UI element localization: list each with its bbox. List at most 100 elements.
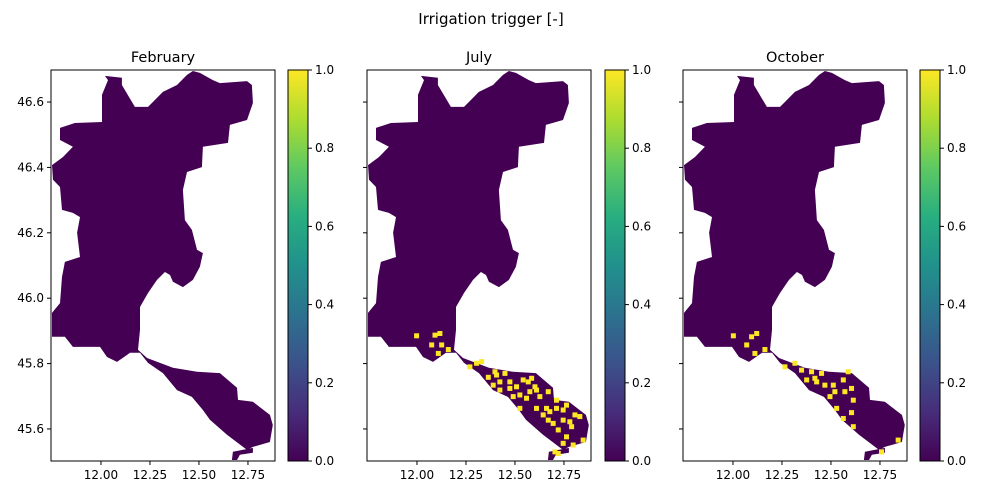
trigger-cell: [812, 375, 818, 381]
trigger-cell: [564, 402, 570, 408]
colorbar-gradient: [287, 69, 309, 462]
trigger-cell: [527, 389, 533, 395]
trigger-cell: [545, 417, 551, 423]
trigger-cell: [814, 379, 820, 385]
trigger-cell: [429, 342, 435, 348]
x-tick-label: 12.25: [765, 468, 799, 482]
trigger-cell: [467, 364, 473, 370]
trigger-cell: [730, 333, 736, 339]
trigger-cell: [525, 379, 531, 385]
trigger-cell: [845, 369, 851, 375]
colorbar-tick-label: 0.8: [632, 141, 651, 155]
trigger-cell: [437, 331, 443, 336]
trigger-cell: [534, 405, 540, 411]
trigger-cell: [544, 405, 550, 411]
region-raster-fragment: [231, 447, 253, 460]
region-raster: [52, 71, 273, 450]
x-tick-label: 12.25: [133, 468, 167, 482]
trigger-cell: [809, 369, 815, 375]
trigger-cell: [560, 440, 566, 446]
trigger-cell: [517, 392, 523, 398]
x-tick-label: 12.75: [231, 468, 265, 482]
x-tick-label: 12.50: [182, 468, 216, 482]
colorbar-gradient: [919, 69, 941, 462]
trigger-cell: [552, 449, 558, 455]
trigger-cell: [822, 382, 828, 388]
panel-title: October: [766, 50, 824, 66]
trigger-cell: [799, 367, 805, 373]
trigger-cell: [762, 347, 768, 353]
trigger-cell: [569, 424, 575, 430]
colorbar-tick-label: 0.0: [947, 454, 966, 468]
colorbar-tick-label: 0.6: [315, 219, 334, 233]
trigger-cell: [554, 397, 560, 403]
trigger-cell: [895, 437, 901, 443]
trigger-cell: [840, 377, 846, 383]
trigger-cell: [537, 394, 543, 400]
trigger-cell: [827, 394, 833, 400]
trigger-cell: [834, 405, 840, 411]
trigger-cell: [832, 389, 838, 395]
trigger-cell: [529, 375, 535, 381]
region-raster: [368, 71, 589, 450]
trigger-cell: [842, 389, 848, 395]
colorbar: 0.0 0.2 0.4 0.6 0.8 1.0: [604, 63, 651, 468]
trigger-cell: [804, 377, 810, 383]
trigger-cell: [439, 342, 445, 348]
region-raster: [684, 71, 905, 450]
colorbar-gradient: [604, 69, 626, 462]
figure-title: Irrigation trigger [-]: [418, 10, 563, 28]
axes-frame: [50, 69, 276, 462]
trigger-cell: [534, 387, 540, 393]
colorbar-tick-label: 0.8: [315, 141, 334, 155]
trigger-cell: [497, 379, 503, 385]
trigger-cell: [432, 332, 438, 338]
x-tick-label: 12.50: [498, 468, 532, 482]
panel-july: July 12.00 12.25 12.50 12.75: [363, 50, 592, 482]
panel-title: February: [131, 50, 196, 66]
trigger-cell: [514, 384, 520, 390]
x-tick-label: 12.50: [814, 468, 848, 482]
trigger-cell: [850, 397, 856, 403]
trigger-cell: [492, 369, 498, 375]
colorbar-tick-label: 0.2: [632, 376, 651, 390]
colorbar-tick-label: 0.6: [632, 219, 651, 233]
trigger-cell: [830, 382, 836, 388]
panel-february: February 12.00 12.25 12.50 12.75 45.6 45.8 46.0…: [17, 50, 276, 482]
trigger-cell: [560, 417, 566, 423]
trigger-cell: [524, 395, 530, 401]
panel-october: October 12.00 12.25 12.50 12.75: [679, 50, 908, 482]
x-tick-label: 12.75: [863, 468, 897, 482]
trigger-cell: [545, 389, 551, 395]
trigger-cell: [567, 419, 573, 425]
x-tick-label: 12.00: [400, 468, 434, 482]
trigger-cell: [494, 372, 500, 378]
trigger-cell: [849, 410, 855, 416]
trigger-cell: [570, 442, 576, 448]
trigger-cell: [572, 412, 578, 418]
y-tick-label: 46.0: [17, 291, 44, 305]
trigger-cell: [749, 334, 755, 340]
trigger-cell: [580, 437, 586, 443]
trigger-cell: [540, 412, 546, 418]
trigger-cell: [435, 350, 441, 356]
axes-frame: [366, 69, 592, 462]
panel-title: July: [465, 50, 492, 66]
trigger-cell: [532, 384, 538, 390]
trigger-cell: [555, 427, 561, 433]
trigger-cell: [445, 347, 451, 353]
trigger-cell: [490, 382, 496, 388]
trigger-cell: [879, 449, 885, 455]
x-tick-label: 12.75: [547, 468, 581, 482]
colorbar-tick-label: 0.4: [632, 298, 651, 312]
colorbar: 0.0 0.2 0.4 0.6 0.8 1.0: [287, 63, 334, 468]
axes-frame: [682, 69, 908, 462]
colorbar-tick-label: 1.0: [947, 63, 966, 77]
trigger-cell: [547, 409, 553, 415]
trigger-cell: [752, 350, 758, 356]
colorbar-tick-label: 1.0: [632, 63, 651, 77]
trigger-cell: [554, 405, 560, 411]
trigger-cell: [744, 342, 750, 348]
y-tick-label: 45.8: [17, 357, 44, 371]
y-tick-label: 45.6: [17, 422, 44, 436]
